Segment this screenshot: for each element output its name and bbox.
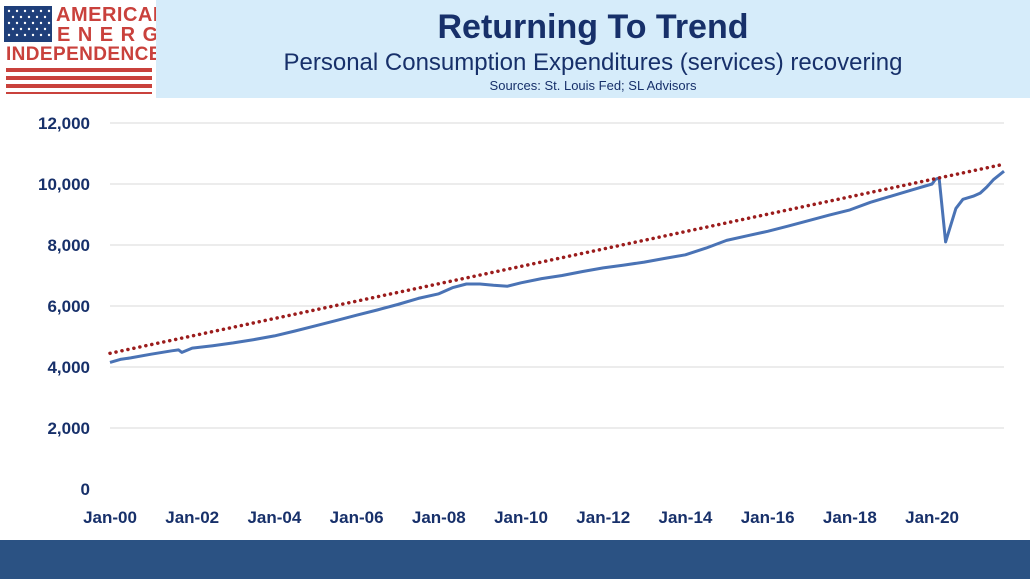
- header-banner: Returning To Trend Personal Consumption …: [156, 0, 1030, 98]
- y-tick-label: 8,000: [47, 236, 90, 255]
- x-tick-label: Jan-20: [905, 508, 959, 527]
- chart-series: [108, 162, 1006, 364]
- trend-line: [108, 162, 1006, 356]
- x-tick-label: Jan-12: [576, 508, 630, 527]
- american-energy-independence-logo: AMERICAN ENERGY INDEPENDENCE: [0, 0, 179, 100]
- logo-word-independence: INDEPENDENCE: [6, 44, 162, 65]
- y-tick-label: 10,000: [38, 175, 90, 194]
- sources-note: Sources: St. Louis Fed; SL Advisors: [489, 78, 697, 93]
- x-tick-label: Jan-02: [165, 508, 219, 527]
- x-tick-label: Jan-08: [412, 508, 466, 527]
- page-title: Returning To Trend: [437, 8, 749, 46]
- page-subtitle: Personal Consumption Expenditures (servi…: [283, 49, 903, 76]
- x-tick-label: Jan-06: [330, 508, 384, 527]
- y-tick-label: 12,000: [38, 114, 90, 133]
- y-tick-label: 6,000: [47, 297, 90, 316]
- x-tick-label: Jan-16: [741, 508, 795, 527]
- line-chart: 0 2,000 4,000 6,000 8,000 10,000 12,000 Jan-00…: [38, 114, 1006, 527]
- y-tick-label: 4,000: [47, 358, 90, 377]
- logo-word-american: AMERICAN: [56, 4, 168, 26]
- y-tick-label: 0: [81, 480, 90, 499]
- pce-services-line: [109, 170, 1005, 364]
- y-tick-label: 2,000: [47, 419, 90, 438]
- x-tick-label: Jan-00: [83, 508, 137, 527]
- x-tick-label: Jan-14: [659, 508, 713, 527]
- x-tick-label: Jan-18: [823, 508, 877, 527]
- logo-word-energy: ENERGY: [57, 24, 187, 46]
- x-tick-label: Jan-10: [494, 508, 548, 527]
- x-axis-ticks: Jan-00 Jan-02 Jan-04 Jan-06 Jan-08 Jan-10 Jan-…: [83, 508, 959, 527]
- y-axis-ticks: 0 2,000 4,000 6,000 8,000 10,000 12,000: [38, 114, 90, 499]
- us-flag-icon: [4, 6, 52, 42]
- x-tick-label: Jan-04: [247, 508, 301, 527]
- logo-stripes: [6, 68, 152, 94]
- footer-bar: [0, 540, 1030, 579]
- gridlines: [110, 122, 1004, 429]
